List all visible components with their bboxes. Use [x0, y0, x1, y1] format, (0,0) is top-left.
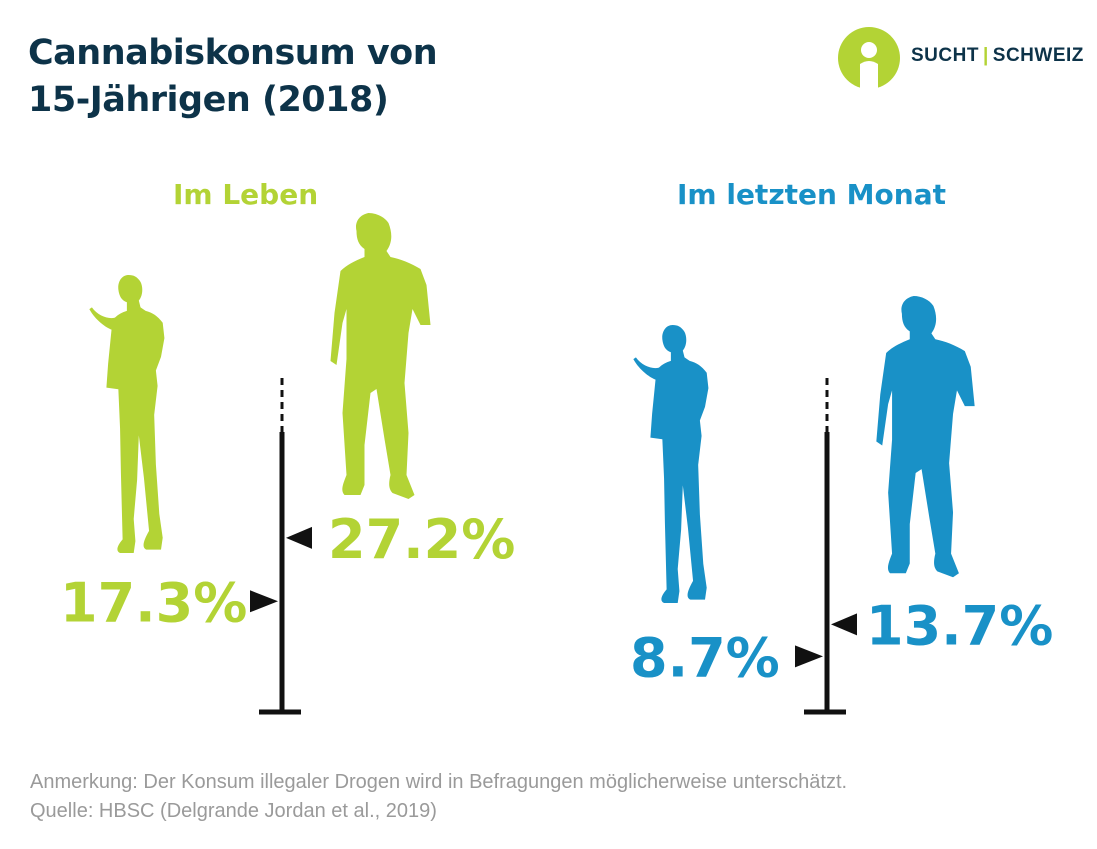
- value-label-female: 17.3%: [60, 571, 247, 634]
- title-line-2: 15-Jährigen (2018): [28, 80, 389, 120]
- panel-title-last-month: Im letzten Monat: [677, 178, 946, 211]
- value-label-female: 8.7%: [630, 626, 780, 689]
- panel-last-month: 8.7% 13.7%: [630, 296, 1053, 715]
- logo-wordmark: SUCHT | SCHWEIZ: [911, 45, 1084, 67]
- title-line-1: Cannabiskonsum von: [28, 33, 438, 73]
- value-label-male: 27.2%: [328, 508, 515, 571]
- female-silhouette-icon: [89, 275, 165, 554]
- panel-title-lifetime: Im Leben: [173, 178, 319, 211]
- logo-person-icon: [838, 27, 900, 89]
- value-label-male: 13.7%: [866, 594, 1053, 657]
- footnote-remark: Anmerkung: Der Konsum illegaler Drogen w…: [30, 771, 848, 793]
- male-silhouette-icon: [876, 296, 975, 578]
- logo-text-right: SCHWEIZ: [992, 45, 1084, 66]
- panel-lifetime: 17.3% 27.2%: [60, 213, 515, 715]
- marker-male: [286, 526, 312, 549]
- marker-female: [795, 645, 823, 668]
- footnote-source: Quelle: HBSC (Delgrande Jordan et al., 2…: [30, 800, 437, 822]
- footnote: Anmerkung: Der Konsum illegaler Drogen w…: [30, 768, 847, 826]
- logo-text-left: SUCHT: [911, 45, 979, 66]
- marker-male: [831, 613, 857, 636]
- female-silhouette-icon: [633, 325, 709, 604]
- chart-title: Cannabiskonsum von 15-Jährigen (2018): [28, 30, 438, 124]
- sucht-schweiz-logo: SUCHT | SCHWEIZ: [838, 27, 1083, 89]
- logo-separator: |: [982, 45, 989, 66]
- male-silhouette-icon: [330, 213, 431, 499]
- marker-female: [250, 590, 278, 613]
